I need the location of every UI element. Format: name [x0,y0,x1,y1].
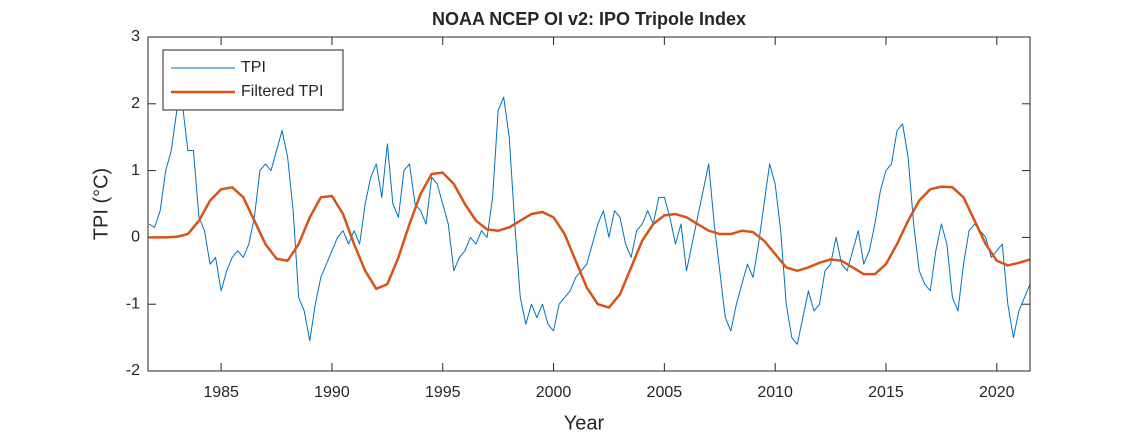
y-tick-label: -1 [126,295,140,312]
axes-box [147,36,1031,372]
x-tick-label: 2000 [536,384,572,401]
y-tick-label: 3 [131,28,140,45]
y-tick-label: -2 [126,362,140,379]
x-tick-label: 1985 [203,384,239,401]
legend-label: Filtered TPI [241,83,323,100]
x-tick-label: 1995 [425,384,461,401]
x-tick-label: 1990 [314,384,350,401]
x-tick-label: 2015 [868,384,904,401]
legend-label: TPI [241,59,266,76]
y-axis-label: TPI (°C) [90,168,112,240]
x-tick-label: 2020 [979,384,1015,401]
x-axis-label: Year [564,412,605,434]
y-tick-label: 0 [131,229,140,246]
series-line [148,96,1030,345]
x-tick-label: 2010 [757,384,793,401]
chart-title: NOAA NCEP OI v2: IPO Tripole Index [432,9,746,29]
series-line [149,171,1030,309]
y-tick-label: 2 [131,95,140,112]
y-tick-label: 1 [131,162,140,179]
legend-box [162,49,344,111]
x-tick-label: 2005 [647,384,683,401]
